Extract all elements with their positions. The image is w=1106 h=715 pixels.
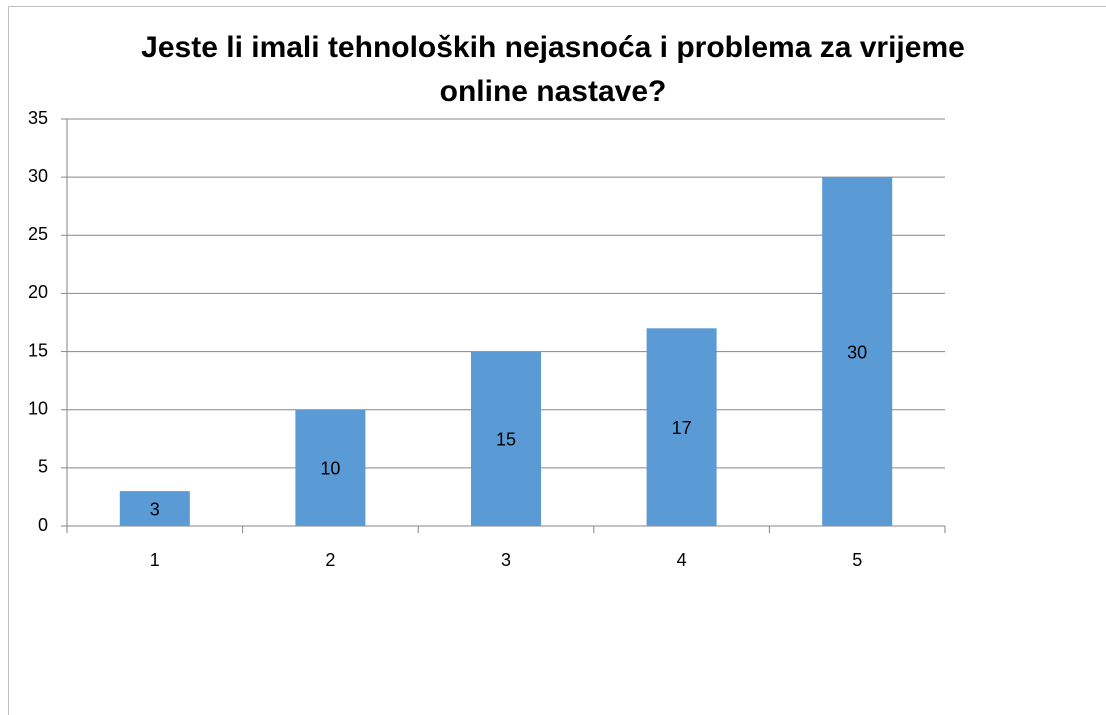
bar — [822, 177, 893, 526]
y-tick-label: 15 — [28, 340, 48, 360]
x-tick-label: 4 — [677, 550, 687, 570]
y-tick-label: 30 — [28, 166, 48, 186]
y-tick-label: 25 — [28, 224, 48, 244]
chart-title: Jeste li imali tehnoloških nejasnoća i p… — [141, 31, 965, 108]
data-label: 15 — [496, 430, 516, 450]
y-tick-label: 5 — [38, 457, 48, 477]
y-tick-label: 10 — [28, 398, 48, 418]
data-label: 30 — [847, 342, 867, 362]
bar — [646, 328, 717, 526]
bar — [295, 409, 366, 526]
y-tick-label: 0 — [38, 515, 48, 535]
x-tick-label: 3 — [501, 550, 511, 570]
bar — [119, 491, 190, 526]
x-tick-label: 5 — [852, 550, 862, 570]
x-tick-label: 1 — [150, 550, 160, 570]
x-tick-label: 2 — [325, 550, 335, 570]
data-label: 3 — [150, 499, 160, 519]
bar — [471, 351, 541, 526]
y-tick-label: 35 — [28, 108, 48, 128]
y-tick-label: 20 — [28, 282, 48, 302]
data-label: 17 — [672, 418, 692, 438]
data-label: 10 — [320, 459, 340, 479]
